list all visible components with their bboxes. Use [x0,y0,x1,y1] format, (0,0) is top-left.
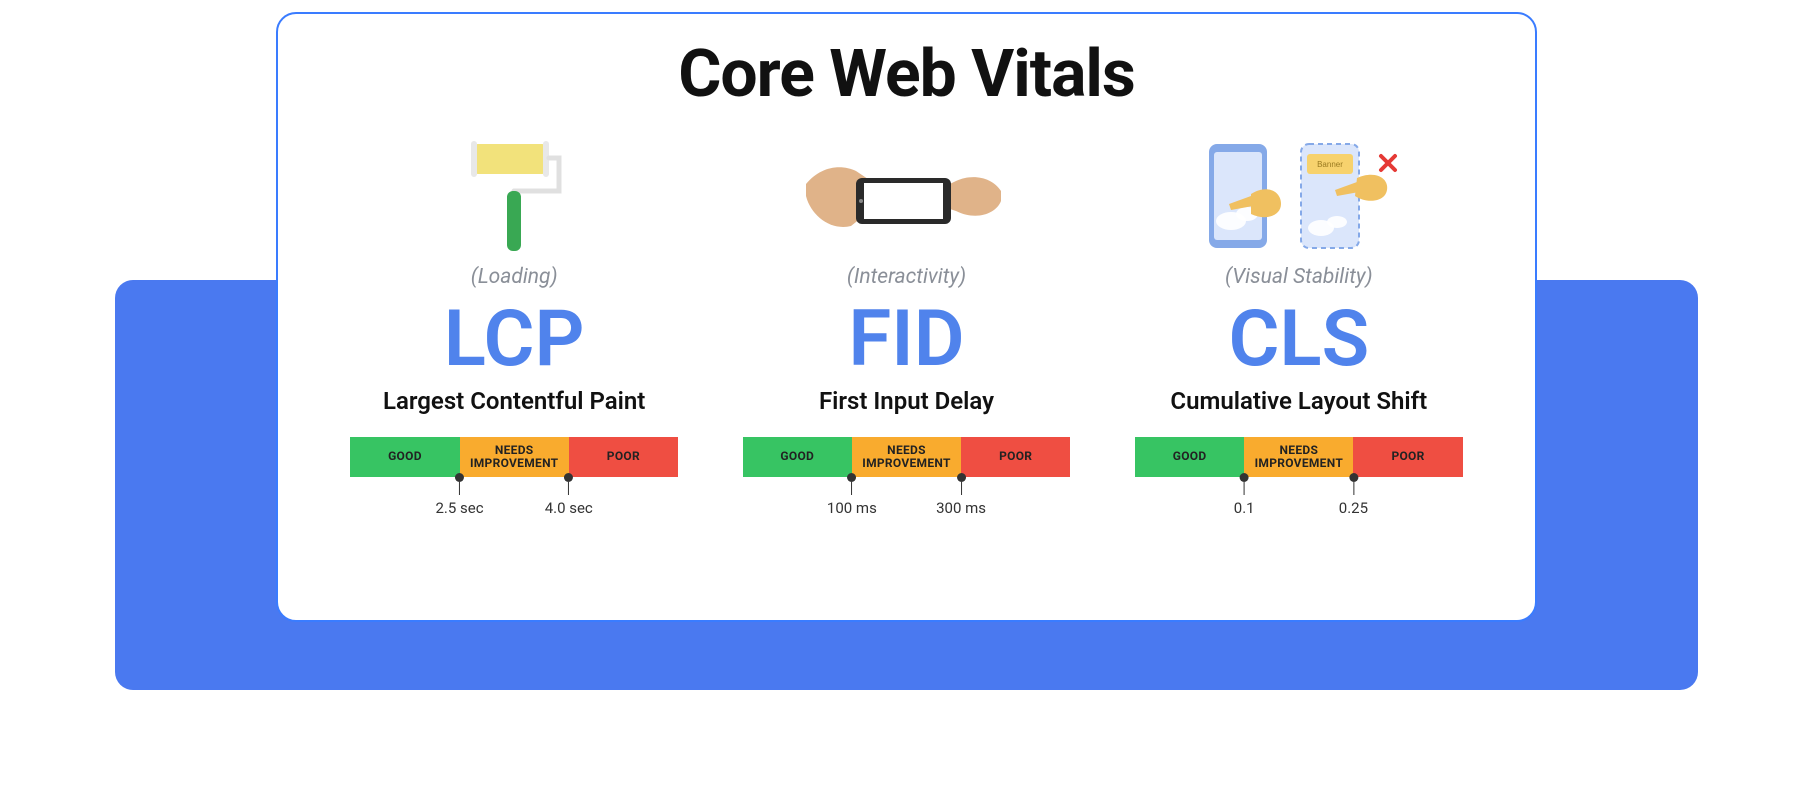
metric-fid: (Interactivity) FID First Input Delay GO… [720,131,1092,519]
seg-poor: POOR [1353,437,1462,477]
threshold-label: 300 ms [936,499,986,517]
seg-poor: POOR [569,437,678,477]
threshold-bar: GOOD NEEDS IMPROVEMENT POOR 2.5 sec 4.0 … [350,437,678,519]
metric-category: (Interactivity) [847,265,966,289]
metric-lcp: (Loading) LCP Largest Contentful Paint G… [328,131,700,519]
svg-text:Banner: Banner [1317,160,1343,169]
vitals-card: Core Web Vitals (Loading) LCP Largest Co… [276,12,1537,622]
threshold-tick: 4.0 sec [545,473,593,517]
seg-good: GOOD [350,437,459,477]
metric-category: (Loading) [471,265,558,289]
metrics-row: (Loading) LCP Largest Contentful Paint G… [318,131,1495,519]
threshold-label: 0.25 [1339,499,1368,517]
metric-fullname: First Input Delay [819,387,994,415]
seg-needs: NEEDS IMPROVEMENT [852,437,961,477]
threshold-tick: 0.25 [1339,473,1368,517]
metric-acronym: FID [848,299,964,381]
seg-needs: NEEDS IMPROVEMENT [460,437,569,477]
threshold-tick: 300 ms [936,473,986,517]
paint-roller-icon [328,131,700,261]
threshold-tick: 100 ms [827,473,877,517]
threshold-label: 4.0 sec [545,499,593,517]
seg-good: GOOD [1135,437,1244,477]
threshold-label: 100 ms [827,499,877,517]
threshold-label: 0.1 [1234,499,1255,517]
threshold-bar: GOOD NEEDS IMPROVEMENT POOR 100 ms 300 m… [743,437,1071,519]
metric-category: (Visual Stability) [1225,265,1373,289]
threshold-label: 2.5 sec [435,499,483,517]
layout-shift-icon: Banner [1113,131,1485,261]
threshold-bar: GOOD NEEDS IMPROVEMENT POOR 0.1 0.25 [1135,437,1463,519]
seg-needs: NEEDS IMPROVEMENT [1244,437,1353,477]
seg-good: GOOD [743,437,852,477]
seg-poor: POOR [961,437,1070,477]
hands-phone-icon [720,131,1092,261]
metric-fullname: Largest Contentful Paint [383,387,645,415]
threshold-tick: 2.5 sec [435,473,483,517]
metric-cls: Banner (Visual Stability) CLS Cumulative… [1113,131,1485,519]
metric-fullname: Cumulative Layout Shift [1170,387,1427,415]
metric-acronym: LCP [444,299,585,381]
metric-acronym: CLS [1228,299,1369,381]
threshold-tick: 0.1 [1234,473,1255,517]
card-title: Core Web Vitals [678,36,1135,113]
